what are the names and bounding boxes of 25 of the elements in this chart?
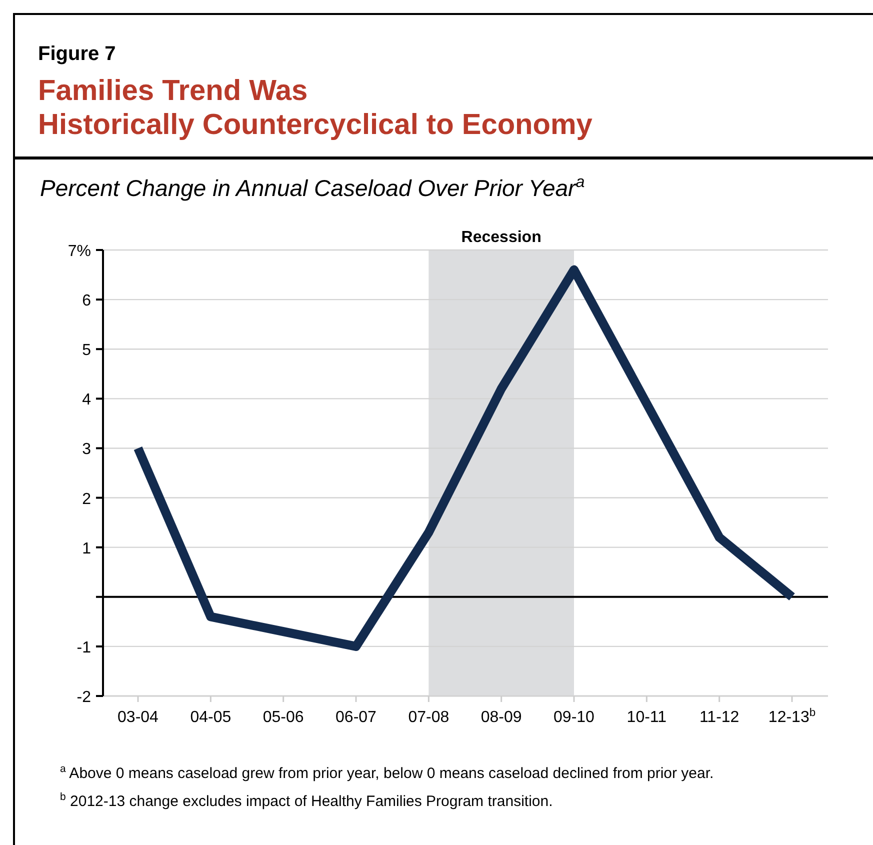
y-tick-label: 2 bbox=[82, 490, 92, 508]
y-axis-title: Percent Change in Annual Caseload Over Prior Year$^{a}$ bbox=[40, 173, 585, 201]
band-label: Recession bbox=[461, 229, 542, 246]
x-tick-label: 06-07 bbox=[336, 709, 377, 726]
y-tick-label: 6 bbox=[82, 292, 92, 310]
x-tick-label: 11-12 bbox=[699, 709, 740, 726]
text: $^{a}$ Above 0 means caseload grew from prior year, below 0 means caseload declined from prior year. bbox=[60, 763, 714, 782]
y-tick-label: -2 bbox=[76, 689, 92, 706]
x-tick-label: 08-09 bbox=[480, 709, 522, 726]
x-tick-label: 04-05 bbox=[190, 709, 232, 726]
y-tick-label: 1 bbox=[82, 540, 92, 558]
y-tick-label: -1 bbox=[76, 639, 92, 656]
x-tick-label: 09-10 bbox=[554, 709, 595, 726]
text: $^{b}$ 2012-13 change excludes impact of Healthy Families Program transition. bbox=[60, 791, 553, 810]
y-tick-label: 5 bbox=[82, 342, 92, 360]
x-tick-label: 07-08 bbox=[408, 709, 450, 726]
y-tick-label: 7% bbox=[68, 243, 91, 260]
y-tick-label: 4 bbox=[82, 392, 92, 409]
chart-title: Families Trend Was Historically Countercyclical to Economy bbox=[38, 75, 592, 141]
x-tick-label: 12-13$^{b}$ bbox=[768, 707, 816, 726]
x-tick-label: 10-11 bbox=[626, 709, 667, 726]
chart-subtitle: Figure 7 bbox=[38, 43, 116, 65]
y-tick-label: 3 bbox=[82, 441, 92, 458]
x-tick-label: 03-04 bbox=[118, 709, 159, 726]
x-tick-label: 05-06 bbox=[262, 709, 304, 726]
